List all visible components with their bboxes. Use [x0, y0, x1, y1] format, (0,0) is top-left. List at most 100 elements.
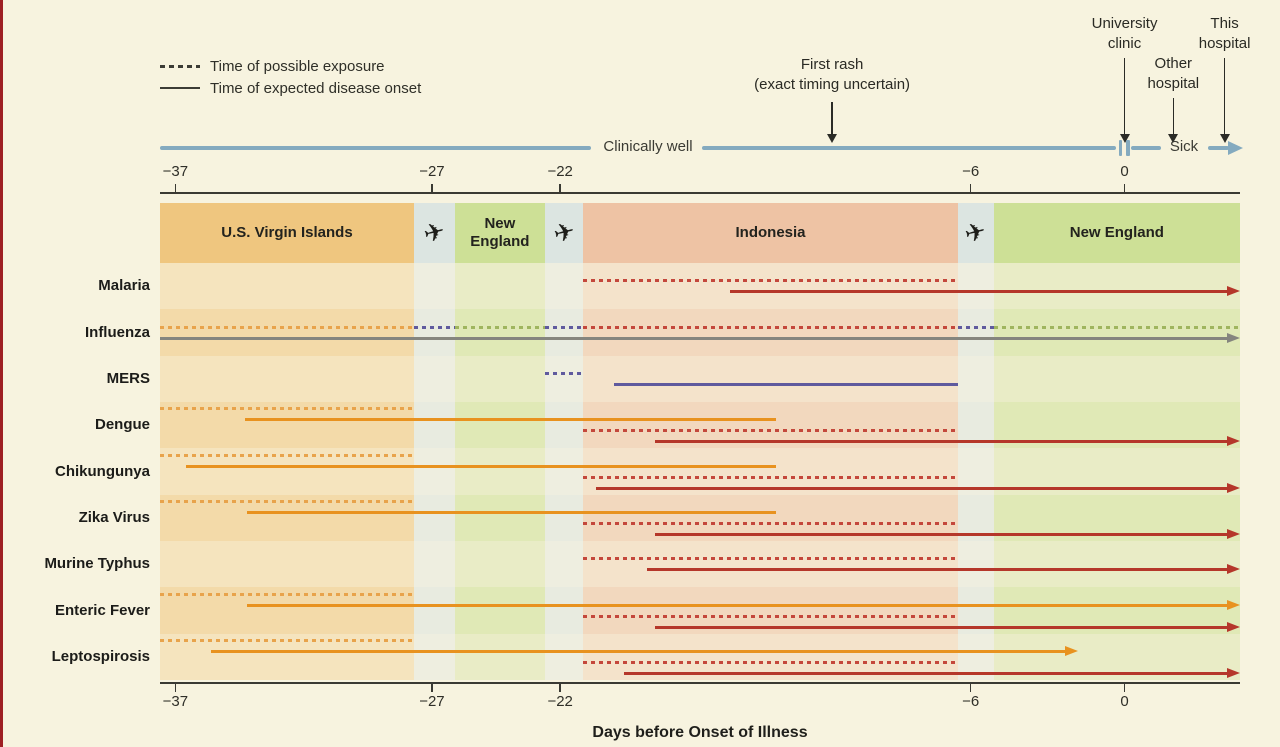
- line-arrowhead: [1227, 599, 1240, 610]
- timeline-bar-segment: [702, 145, 1116, 151]
- region-column-cell: [413, 494, 455, 542]
- exposure-line-dashed: [583, 429, 958, 433]
- x-tick: [174, 184, 177, 192]
- exposure-line-dashed: [957, 325, 994, 329]
- x-tick: [174, 683, 177, 692]
- disease-row-label: Influenza: [84, 323, 150, 341]
- onset-line-solid: [596, 486, 1229, 490]
- onset-line-solid: [160, 336, 1229, 340]
- disease-row: Enteric Fever: [0, 587, 1280, 634]
- region-column-cell: [957, 541, 994, 588]
- legend: Time of possible exposure Time of expect…: [160, 55, 421, 99]
- region-column-cell: [455, 402, 545, 449]
- annotation-label-university-clinic: University clinic: [1091, 15, 1158, 52]
- region-column-cell: [413, 309, 455, 356]
- region-column-cell: [544, 263, 584, 310]
- timeline-bar-segment: [160, 145, 591, 151]
- region-column-cell: [455, 448, 545, 495]
- region-column-cell: [993, 309, 1240, 356]
- x-tick: [559, 184, 561, 192]
- x-tick: [431, 184, 433, 192]
- region-column-cell: [160, 541, 414, 588]
- onset-line-solid: [185, 464, 776, 468]
- line-arrowhead: [1227, 621, 1240, 632]
- x-tick-label: −27: [419, 693, 445, 710]
- region-column-cell: [455, 355, 545, 403]
- disease-row: Influenza: [0, 309, 1280, 356]
- x-tick-label: −6: [962, 693, 980, 710]
- x-tick-label: −6: [962, 163, 980, 180]
- exposure-line-dashed: [583, 279, 958, 283]
- line-arrowhead: [1065, 645, 1079, 656]
- disease-row-label: Enteric Fever: [54, 601, 150, 619]
- region-column-cell: [583, 263, 958, 310]
- x-tick-label: −37: [162, 693, 189, 710]
- exposure-line-dashed: [455, 325, 545, 329]
- region-column-cell: [993, 263, 1240, 310]
- line-arrowhead: [1227, 528, 1240, 539]
- annotation-arrowhead: [1219, 134, 1230, 143]
- x-tick: [431, 683, 433, 692]
- flight-band: ✈: [957, 203, 994, 263]
- disease-row: MERS: [0, 355, 1280, 403]
- line-arrowhead: [1227, 332, 1240, 343]
- region-column-cell: [413, 355, 455, 403]
- x-tick-label: −22: [547, 693, 573, 710]
- region-column-cell: [583, 309, 958, 356]
- disease-row-label: Zika Virus: [78, 508, 150, 526]
- region-column-cell: [993, 355, 1240, 403]
- disease-row: Murine Typhus: [0, 541, 1280, 588]
- region-column-cell: [455, 541, 545, 588]
- x-tick-label: 0: [1120, 163, 1129, 180]
- x-tick: [969, 683, 972, 692]
- region-column-cell: [957, 355, 994, 403]
- annotation-arrowhead: [1119, 134, 1130, 143]
- line-arrowhead: [1227, 286, 1240, 297]
- region-column-cell: [413, 587, 455, 634]
- exposure-line-dashed: [160, 638, 414, 642]
- disease-row: Leptospirosis: [0, 633, 1280, 681]
- disease-row-label: Dengue: [94, 416, 150, 434]
- solid-line-swatch: [160, 86, 200, 90]
- onset-line-solid: [624, 671, 1229, 675]
- disease-row-label: Murine Typhus: [44, 555, 150, 573]
- region-column-cell: [544, 494, 584, 542]
- region-label: New England: [1069, 224, 1164, 241]
- region-column-cell: [413, 448, 455, 495]
- region-band-u-s-virgin-islands: U.S. Virgin Islands: [160, 203, 414, 263]
- region-column-cell: [160, 355, 414, 403]
- exposure-line-dashed: [544, 371, 584, 375]
- flight-band: ✈: [544, 203, 584, 263]
- figure-left-border: [0, 0, 3, 747]
- exposure-line-dashed: [583, 325, 958, 329]
- annotation-label-this-hospital: This hospital: [1198, 15, 1251, 52]
- region-column-cell: [455, 494, 545, 542]
- region-label: Indonesia: [735, 224, 806, 241]
- onset-line-solid: [655, 532, 1229, 536]
- disease-row: Malaria: [0, 263, 1280, 310]
- region-column-cell: [413, 263, 455, 310]
- exposure-line-dashed: [160, 453, 414, 457]
- disease-row-label: MERS: [106, 369, 150, 387]
- region-band-new-england: New England: [993, 203, 1240, 263]
- exposure-line-dashed: [160, 407, 414, 411]
- region-column-cell: [544, 587, 584, 634]
- exposure-line-dashed: [160, 499, 414, 503]
- annotation-arrow-stem: [1223, 58, 1226, 134]
- sick-label: Sick: [1169, 138, 1199, 155]
- x-tick-label: −27: [419, 163, 445, 180]
- region-column-cell: [544, 633, 584, 681]
- legend-item-exposure: Time of possible exposure: [160, 55, 421, 77]
- disease-row: Chikungunya: [0, 448, 1280, 495]
- region-label: New England: [470, 215, 530, 250]
- x-tick-label: −22: [547, 163, 573, 180]
- x-axis-title: Days before Onset of Illness: [592, 724, 808, 741]
- region-column-cell: [455, 263, 545, 310]
- region-column-cell: [993, 541, 1240, 588]
- legend-item-onset: Time of expected disease onset: [160, 77, 421, 99]
- line-arrowhead: [1227, 436, 1240, 447]
